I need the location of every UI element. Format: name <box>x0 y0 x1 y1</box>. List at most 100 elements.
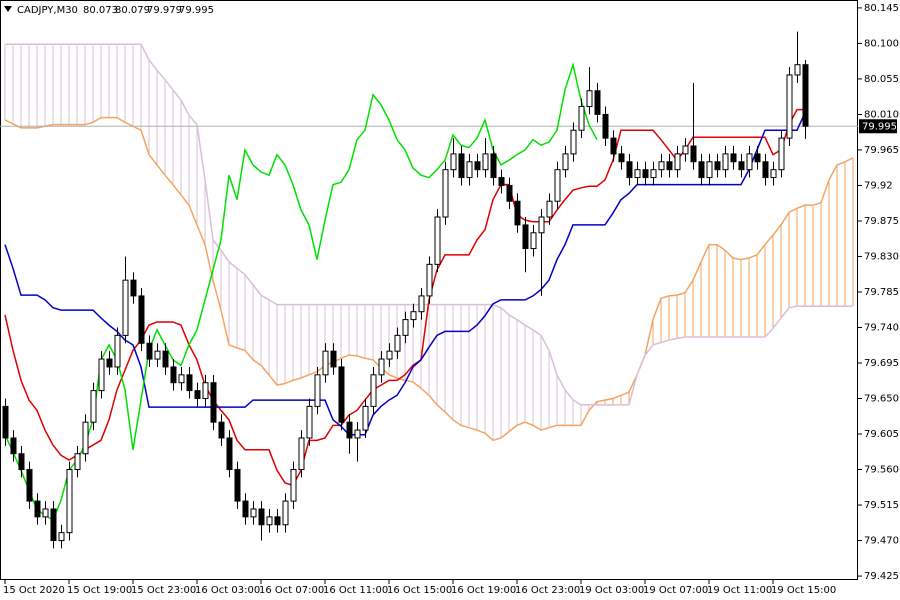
candle-body <box>546 200 553 218</box>
candle-body <box>266 516 273 526</box>
y-tick-label: 79.965 <box>864 145 899 156</box>
symbol-label: CADJPY,M30 <box>17 5 78 16</box>
candle-body <box>794 64 801 76</box>
candle-body <box>738 161 745 171</box>
candle-body <box>674 153 681 171</box>
x-tick-label: 19 Oct 07:00 <box>643 585 708 596</box>
candle-body <box>682 145 689 155</box>
candle-body <box>18 453 25 471</box>
candle-body <box>66 469 73 534</box>
y-tick-label: 79.650 <box>864 394 899 405</box>
candle-body <box>210 382 217 423</box>
candle-body <box>34 500 41 518</box>
candle-body <box>514 200 521 226</box>
candle-body <box>770 169 777 179</box>
symbol-menu-icon[interactable] <box>4 6 12 12</box>
candle-body <box>362 405 369 431</box>
candle-body <box>26 469 33 502</box>
last-price-tag <box>859 119 897 134</box>
candle-body <box>186 374 193 392</box>
candle-body <box>338 366 345 423</box>
candle-body <box>570 129 577 155</box>
ohlc-high: 80.079 <box>115 5 150 16</box>
candle-body <box>258 508 265 526</box>
candle-body <box>202 382 209 400</box>
x-tick-label: 16 Oct 03:00 <box>195 585 260 596</box>
candle-body <box>106 358 113 368</box>
y-tick-label: 79.470 <box>864 536 899 547</box>
candle-body <box>442 169 449 218</box>
y-tick-label: 80.145 <box>864 3 899 14</box>
candle-body <box>474 161 481 171</box>
x-tick-label: 19 Oct 15:00 <box>771 585 836 596</box>
y-tick-label: 80.100 <box>864 38 899 49</box>
y-tick-label: 79.695 <box>864 358 899 369</box>
candle-body <box>530 232 537 250</box>
candle-body <box>290 469 297 502</box>
candle-body <box>666 161 673 171</box>
candle-body <box>370 374 377 407</box>
candle-body <box>242 500 249 518</box>
candle-body <box>746 153 753 171</box>
candle-body <box>730 153 737 163</box>
candle-body <box>642 169 649 179</box>
candle-body <box>314 374 321 407</box>
x-tick-label: 16 Oct 15:00 <box>387 585 452 596</box>
x-tick-label: 16 Oct 19:00 <box>451 585 516 596</box>
x-tick-label: 19 Oct 03:00 <box>579 585 644 596</box>
candle-body <box>122 279 129 336</box>
candle-body <box>306 405 313 439</box>
candle-body <box>754 153 761 163</box>
candle-body <box>298 437 305 471</box>
x-tick-label: 15 Oct 23:00 <box>131 585 196 596</box>
candle-body <box>490 153 497 179</box>
y-tick-label: 80.055 <box>864 74 899 85</box>
candle-body <box>802 64 809 127</box>
last-price-label: 79.995 <box>862 121 897 132</box>
candle-body <box>10 437 17 455</box>
candle-body <box>778 137 785 171</box>
candle-body <box>2 405 9 439</box>
candle-body <box>226 437 233 471</box>
y-tick-label: 79.605 <box>864 429 899 440</box>
candle-body <box>154 350 161 360</box>
candle-body <box>762 161 769 179</box>
y-tick-label: 79.515 <box>864 500 899 511</box>
candle-body <box>466 161 473 179</box>
candle-body <box>386 350 393 360</box>
candle-body <box>450 153 457 171</box>
chikou-span <box>4 61 598 522</box>
candle-body <box>498 177 505 186</box>
candle-body <box>394 334 401 352</box>
kijun-sen <box>4 112 806 436</box>
x-tick-label: 15 Oct 2020 <box>3 585 65 596</box>
tenkan-sen <box>4 108 805 487</box>
candle-body <box>58 532 65 542</box>
candle-body <box>562 153 569 171</box>
ohlc-open: 80.073 <box>83 5 118 16</box>
candle-body <box>458 153 465 179</box>
candle-body <box>402 319 409 336</box>
x-tick-label: 16 Oct 07:00 <box>259 585 324 596</box>
x-tick-label: 16 Oct 11:00 <box>323 585 388 596</box>
candle-body <box>722 153 729 171</box>
candle-body <box>706 161 713 179</box>
senkou-span-a <box>4 116 854 442</box>
candle-body <box>434 216 441 265</box>
y-tick-label: 79.560 <box>864 465 899 476</box>
y-tick-label: 79.830 <box>864 251 899 262</box>
candle-body <box>146 342 153 360</box>
candle-body <box>98 358 105 392</box>
candle-body <box>250 508 257 518</box>
candle-body <box>42 508 49 518</box>
candle-body <box>194 390 201 400</box>
ohlc-close: 79.995 <box>179 5 214 16</box>
y-tick-label: 79.92 <box>864 180 893 191</box>
x-tick-label: 19 Oct 11:00 <box>707 585 772 596</box>
candle-body <box>602 113 609 139</box>
candle-body <box>170 366 177 384</box>
candle-body <box>538 216 545 234</box>
candle-body <box>618 153 625 163</box>
ohlc-low: 79.979 <box>147 5 182 16</box>
candle-body <box>90 390 97 423</box>
